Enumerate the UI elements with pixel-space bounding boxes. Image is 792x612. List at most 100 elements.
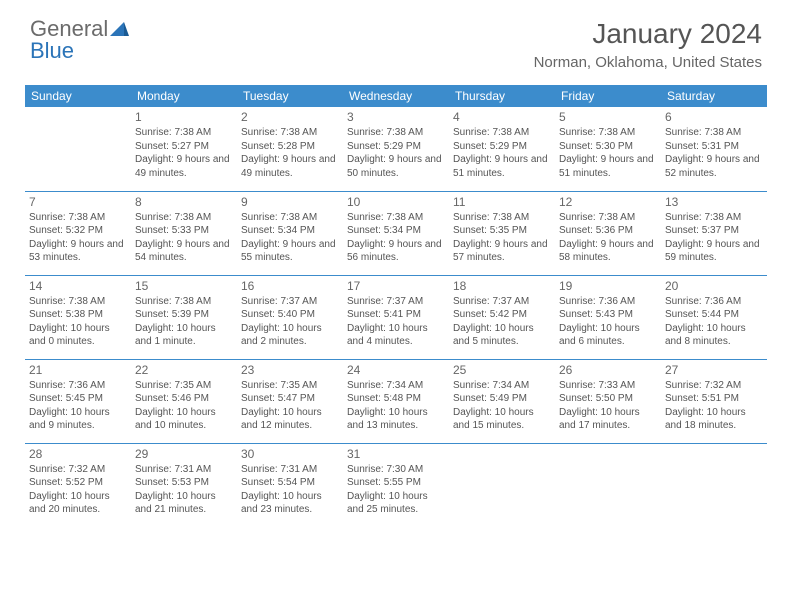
calendar-day: 13Sunrise: 7:38 AMSunset: 5:37 PMDayligh…: [661, 191, 767, 275]
daylight-line: Daylight: 10 hours and 15 minutes.: [453, 406, 551, 433]
calendar-week: 7Sunrise: 7:38 AMSunset: 5:32 PMDaylight…: [25, 191, 767, 275]
sunrise-line: Sunrise: 7:34 AM: [453, 379, 551, 393]
sunrise-line: Sunrise: 7:36 AM: [559, 295, 657, 309]
calendar-day: 11Sunrise: 7:38 AMSunset: 5:35 PMDayligh…: [449, 191, 555, 275]
day-number: 11: [453, 194, 551, 210]
daylight-line: Daylight: 10 hours and 10 minutes.: [135, 406, 233, 433]
calendar-empty: [661, 443, 767, 527]
sunrise-line: Sunrise: 7:32 AM: [665, 379, 763, 393]
day-number: 25: [453, 362, 551, 378]
calendar-day: 25Sunrise: 7:34 AMSunset: 5:49 PMDayligh…: [449, 359, 555, 443]
calendar-day: 24Sunrise: 7:34 AMSunset: 5:48 PMDayligh…: [343, 359, 449, 443]
logo-sail-icon: [110, 18, 130, 40]
sunrise-line: Sunrise: 7:36 AM: [665, 295, 763, 309]
sunset-line: Sunset: 5:36 PM: [559, 224, 657, 238]
calendar-table: SundayMondayTuesdayWednesdayThursdayFrid…: [25, 85, 767, 527]
sunset-line: Sunset: 5:38 PM: [29, 308, 127, 322]
sunset-line: Sunset: 5:29 PM: [347, 140, 445, 154]
day-number: 24: [347, 362, 445, 378]
day-number: 4: [453, 109, 551, 125]
day-header: Saturday: [661, 85, 767, 107]
day-header: Friday: [555, 85, 661, 107]
daylight-line: Daylight: 9 hours and 52 minutes.: [665, 153, 763, 180]
sunset-line: Sunset: 5:29 PM: [453, 140, 551, 154]
day-number: 16: [241, 278, 339, 294]
day-number: 6: [665, 109, 763, 125]
day-header: Monday: [131, 85, 237, 107]
daylight-line: Daylight: 9 hours and 49 minutes.: [241, 153, 339, 180]
sunset-line: Sunset: 5:51 PM: [665, 392, 763, 406]
calendar-day: 4Sunrise: 7:38 AMSunset: 5:29 PMDaylight…: [449, 107, 555, 191]
calendar-day: 31Sunrise: 7:30 AMSunset: 5:55 PMDayligh…: [343, 443, 449, 527]
sunset-line: Sunset: 5:34 PM: [347, 224, 445, 238]
day-number: 8: [135, 194, 233, 210]
calendar-day: 26Sunrise: 7:33 AMSunset: 5:50 PMDayligh…: [555, 359, 661, 443]
sunset-line: Sunset: 5:50 PM: [559, 392, 657, 406]
calendar-day: 21Sunrise: 7:36 AMSunset: 5:45 PMDayligh…: [25, 359, 131, 443]
sunset-line: Sunset: 5:33 PM: [135, 224, 233, 238]
day-number: 1: [135, 109, 233, 125]
calendar-day: 23Sunrise: 7:35 AMSunset: 5:47 PMDayligh…: [237, 359, 343, 443]
calendar-empty: [449, 443, 555, 527]
calendar-day: 30Sunrise: 7:31 AMSunset: 5:54 PMDayligh…: [237, 443, 343, 527]
sunset-line: Sunset: 5:52 PM: [29, 476, 127, 490]
sunset-line: Sunset: 5:49 PM: [453, 392, 551, 406]
day-header: Thursday: [449, 85, 555, 107]
daylight-line: Daylight: 9 hours and 57 minutes.: [453, 238, 551, 265]
day-number: 30: [241, 446, 339, 462]
calendar-day: 29Sunrise: 7:31 AMSunset: 5:53 PMDayligh…: [131, 443, 237, 527]
calendar-day: 6Sunrise: 7:38 AMSunset: 5:31 PMDaylight…: [661, 107, 767, 191]
daylight-line: Daylight: 10 hours and 20 minutes.: [29, 490, 127, 517]
daylight-line: Daylight: 10 hours and 18 minutes.: [665, 406, 763, 433]
calendar-empty: [555, 443, 661, 527]
sunset-line: Sunset: 5:28 PM: [241, 140, 339, 154]
sunset-line: Sunset: 5:55 PM: [347, 476, 445, 490]
sunrise-line: Sunrise: 7:31 AM: [135, 463, 233, 477]
sunrise-line: Sunrise: 7:37 AM: [241, 295, 339, 309]
day-number: 19: [559, 278, 657, 294]
daylight-line: Daylight: 10 hours and 0 minutes.: [29, 322, 127, 349]
sunrise-line: Sunrise: 7:38 AM: [559, 211, 657, 225]
sunrise-line: Sunrise: 7:38 AM: [347, 211, 445, 225]
daylight-line: Daylight: 10 hours and 12 minutes.: [241, 406, 339, 433]
sunrise-line: Sunrise: 7:35 AM: [135, 379, 233, 393]
daylight-line: Daylight: 10 hours and 1 minute.: [135, 322, 233, 349]
sunset-line: Sunset: 5:43 PM: [559, 308, 657, 322]
sunrise-line: Sunrise: 7:33 AM: [559, 379, 657, 393]
daylight-line: Daylight: 10 hours and 13 minutes.: [347, 406, 445, 433]
sunrise-line: Sunrise: 7:38 AM: [665, 211, 763, 225]
daylight-line: Daylight: 10 hours and 9 minutes.: [29, 406, 127, 433]
sunset-line: Sunset: 5:46 PM: [135, 392, 233, 406]
calendar-day: 1Sunrise: 7:38 AMSunset: 5:27 PMDaylight…: [131, 107, 237, 191]
day-header-row: SundayMondayTuesdayWednesdayThursdayFrid…: [25, 85, 767, 107]
calendar-body: 1Sunrise: 7:38 AMSunset: 5:27 PMDaylight…: [25, 107, 767, 527]
daylight-line: Daylight: 9 hours and 56 minutes.: [347, 238, 445, 265]
calendar-day: 9Sunrise: 7:38 AMSunset: 5:34 PMDaylight…: [237, 191, 343, 275]
sunset-line: Sunset: 5:48 PM: [347, 392, 445, 406]
day-number: 20: [665, 278, 763, 294]
day-number: 27: [665, 362, 763, 378]
day-number: 28: [29, 446, 127, 462]
sunset-line: Sunset: 5:41 PM: [347, 308, 445, 322]
logo: General Blue: [30, 18, 130, 62]
calendar-week: 1Sunrise: 7:38 AMSunset: 5:27 PMDaylight…: [25, 107, 767, 191]
calendar-day: 16Sunrise: 7:37 AMSunset: 5:40 PMDayligh…: [237, 275, 343, 359]
sunrise-line: Sunrise: 7:37 AM: [347, 295, 445, 309]
calendar-day: 8Sunrise: 7:38 AMSunset: 5:33 PMDaylight…: [131, 191, 237, 275]
daylight-line: Daylight: 9 hours and 50 minutes.: [347, 153, 445, 180]
day-number: 14: [29, 278, 127, 294]
daylight-line: Daylight: 10 hours and 2 minutes.: [241, 322, 339, 349]
calendar-day: 5Sunrise: 7:38 AMSunset: 5:30 PMDaylight…: [555, 107, 661, 191]
calendar-week: 28Sunrise: 7:32 AMSunset: 5:52 PMDayligh…: [25, 443, 767, 527]
day-number: 21: [29, 362, 127, 378]
day-number: 29: [135, 446, 233, 462]
sunrise-line: Sunrise: 7:30 AM: [347, 463, 445, 477]
calendar-day: 28Sunrise: 7:32 AMSunset: 5:52 PMDayligh…: [25, 443, 131, 527]
daylight-line: Daylight: 10 hours and 23 minutes.: [241, 490, 339, 517]
sunrise-line: Sunrise: 7:38 AM: [347, 126, 445, 140]
calendar-week: 14Sunrise: 7:38 AMSunset: 5:38 PMDayligh…: [25, 275, 767, 359]
logo-text: General Blue: [30, 18, 130, 62]
calendar-day: 2Sunrise: 7:38 AMSunset: 5:28 PMDaylight…: [237, 107, 343, 191]
daylight-line: Daylight: 10 hours and 17 minutes.: [559, 406, 657, 433]
daylight-line: Daylight: 10 hours and 21 minutes.: [135, 490, 233, 517]
